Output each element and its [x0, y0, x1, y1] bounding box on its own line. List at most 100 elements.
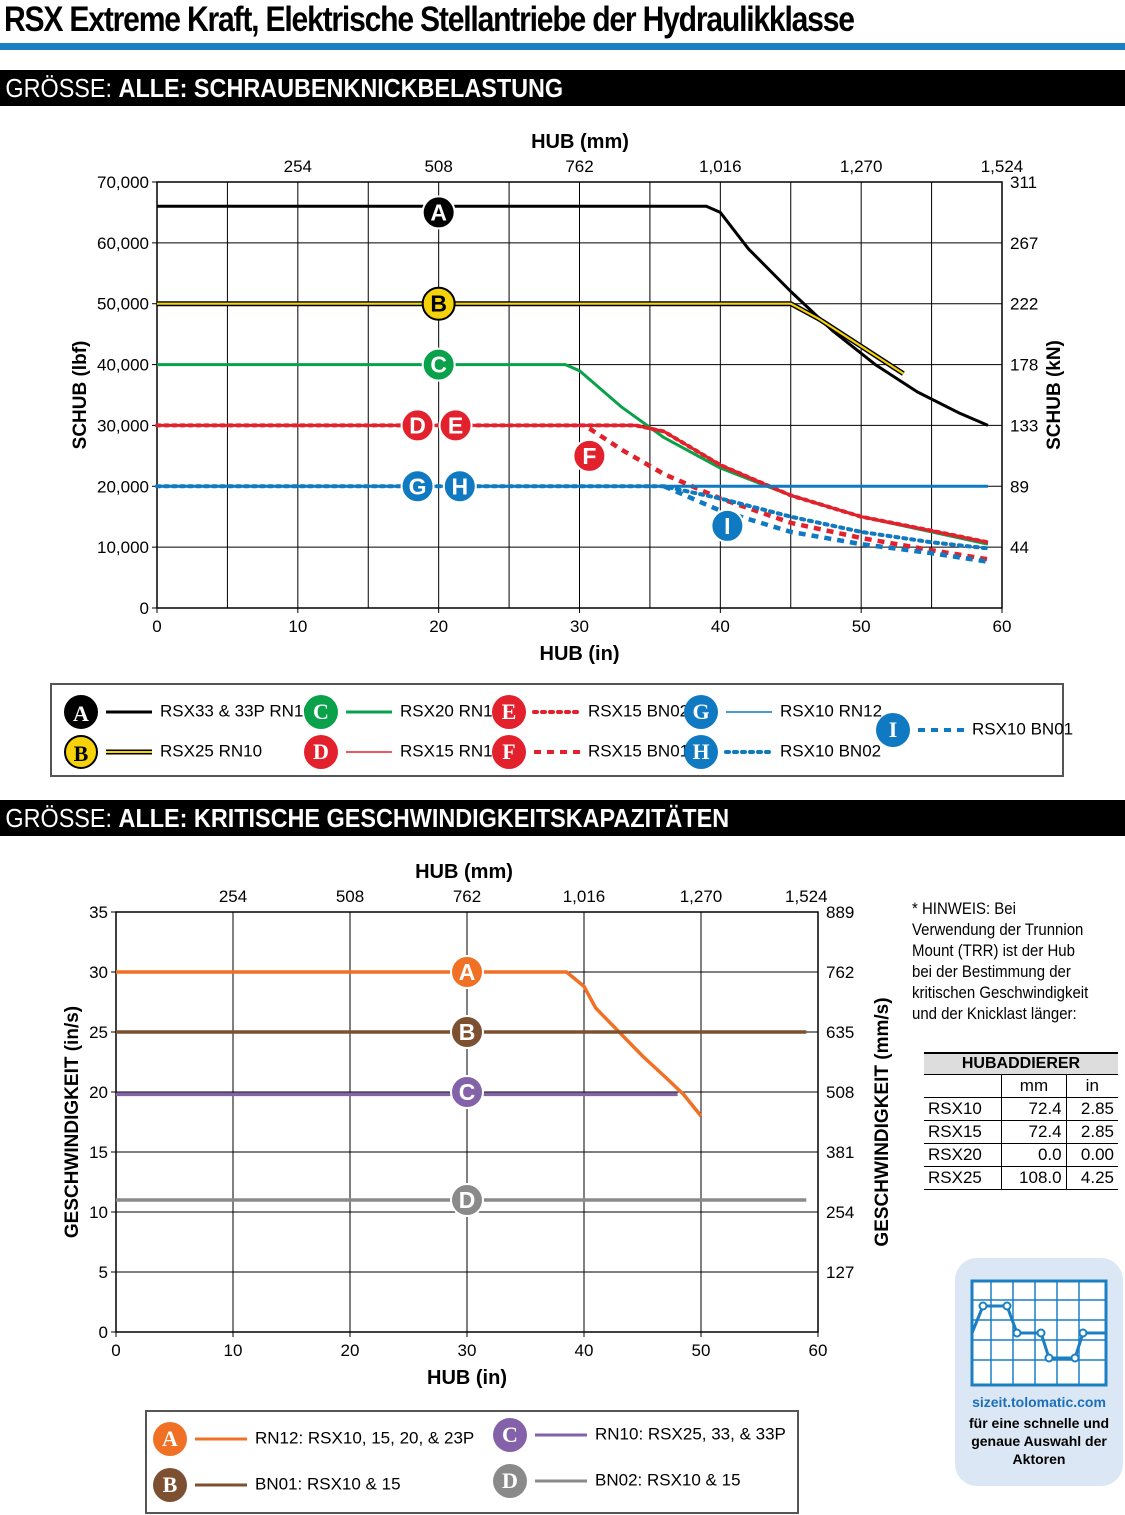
promo-link[interactable]: sizeit.tolomatic.com: [972, 1394, 1106, 1410]
adder-row: RSX25 108.0 4.25: [924, 1166, 1118, 1190]
top-tick-label: 1,524: [785, 887, 828, 906]
y-tick-label: 60,000: [97, 234, 149, 253]
series-marker-D: [450, 1183, 484, 1217]
legend-swatch-E: [532, 710, 582, 714]
series-marker-H: [442, 469, 477, 504]
series-marker-G: [400, 469, 435, 504]
y-right-axis-title: SCHUB (kN): [1044, 340, 1065, 450]
sizing-promo[interactable]: sizeit.tolomatic.com für eine schnelle u…: [955, 1258, 1123, 1486]
y-tick-label: 0: [99, 1323, 108, 1342]
adder-title: HUBADDIERER: [924, 1052, 1118, 1075]
legend-marker-D: D: [493, 1464, 527, 1498]
critical-speed-chart: 0 10 20 30 40 50 60 0 5 10 15 20 25 30 35 254 508 762 1,01…: [62, 861, 893, 1389]
legend-item-C: C RN10: RSX25, 33, & 33P: [493, 1418, 786, 1452]
series-marker-I: [710, 508, 745, 543]
right-tick-label: 508: [826, 1083, 854, 1102]
y-axis-title: SCHUB (lbf): [70, 341, 91, 450]
series-marker-label-H: H: [451, 473, 468, 499]
legend-swatch-A: [106, 710, 152, 714]
top-tick-label: 1,524: [981, 157, 1024, 176]
legend-marker-F: F: [492, 735, 526, 769]
top-tick-label: 762: [453, 887, 481, 906]
right-tick-label: 762: [826, 963, 854, 982]
legend-label-D: BN02: RSX10 & 15: [595, 1470, 741, 1490]
legend-marker-B: B: [64, 735, 98, 769]
series-marker-label-A: A: [459, 959, 476, 985]
series-marker-A: [421, 195, 456, 230]
adder-cell: 72.4: [1001, 1120, 1067, 1144]
legend-marker-G: G: [684, 695, 718, 729]
right-tick-label: 267: [1010, 234, 1038, 253]
stroke-adder-table: HUBADDIERER mm in RSX10 72.4 2.85 RSX15 …: [924, 1052, 1118, 1190]
series-marker-B: [450, 1015, 484, 1049]
x-tick-label: 40: [575, 1341, 594, 1360]
x-axis-title: HUB (in): [427, 1367, 507, 1389]
legend-swatch-G: [726, 711, 772, 713]
right-tick-label: 254: [826, 1203, 854, 1222]
legend-marker-A: A: [64, 695, 98, 729]
legend-swatch-C: [346, 710, 392, 714]
right-tick-label: 889: [826, 903, 854, 922]
adder-cell: RSX10: [924, 1097, 1002, 1121]
legend-marker-I: I: [876, 713, 910, 747]
legend-item-D: D RSX15 RN12: [304, 735, 502, 769]
x-tick-label: 60: [993, 617, 1012, 636]
legend-label-A: RSX33 & 33P RN10: [160, 701, 313, 721]
x-tick-label: 50: [852, 617, 871, 636]
promo-text: für eine schnelle und genaue Auswahl der…: [968, 1415, 1110, 1467]
legend-swatch-H: [724, 750, 774, 754]
legend-item-B: B RSX25 RN10: [64, 735, 262, 769]
top-tick-label: 762: [565, 157, 593, 176]
series-marker-label-E: E: [448, 412, 463, 438]
buckling-legend: A RSX33 & 33P RN10 B RSX25 RN10 C RSX20 RN12 D…: [50, 683, 1073, 777]
right-tick-label: 311: [1010, 173, 1037, 192]
top-tick-label: 1,270: [680, 887, 723, 906]
series-marker-label-C: C: [430, 352, 447, 378]
adder-row: RSX20 0.0 0.00: [924, 1143, 1118, 1167]
adder-col-mm: mm: [1001, 1074, 1067, 1098]
y-tick-label: 20,000: [97, 477, 149, 496]
legend-swatch-D: [346, 751, 392, 753]
legend-item-C: C RSX20 RN12: [304, 695, 502, 729]
top-tick-label: 508: [424, 157, 452, 176]
trunnion-note: * HINWEIS: Bei Verwendung der Trunnion M…: [912, 899, 1089, 1023]
legend-swatch-I: [918, 728, 964, 732]
y-tick-label: 40,000: [97, 356, 149, 375]
section1-bar: GRÖSSE: ALLE: SCHRAUBENKNICKBELASTUNG: [0, 70, 1125, 106]
y-tick-label: 70,000: [97, 173, 149, 192]
series-marker-label-B: B: [459, 1019, 476, 1045]
adder-cell: 4.25: [1065, 1166, 1118, 1190]
right-tick-label: 178: [1010, 356, 1038, 375]
adder-col-blank: [924, 1074, 1002, 1098]
adder-row: RSX15 72.4 2.85: [924, 1120, 1118, 1144]
legend-item-H: H RSX10 BN02: [684, 735, 881, 769]
legend-marker-H: H: [684, 735, 718, 769]
adder-cell: 0.0: [1001, 1143, 1067, 1167]
legend-marker-D: D: [304, 735, 338, 769]
legend-label-H: RSX10 BN02: [780, 741, 882, 761]
legend-marker-C: C: [304, 695, 338, 729]
legend-label-G: RSX10 RN12: [780, 701, 883, 721]
series-line-I: [663, 484, 989, 564]
series-line-A: [157, 204, 989, 427]
series-marker-label-C: C: [459, 1079, 476, 1105]
x-tick-label: 20: [341, 1341, 360, 1360]
x-tick-label: 0: [152, 617, 161, 636]
legend-item-G: G RSX10 RN12: [684, 695, 882, 729]
adder-cell: 2.85: [1065, 1120, 1118, 1144]
y-tick-label: 10,000: [97, 538, 149, 557]
legend-item-A: A RN12: RSX10, 15, 20, & 23P: [153, 1422, 474, 1456]
x-tick-label: 60: [809, 1341, 828, 1360]
series-marker-label-D: D: [409, 412, 426, 438]
y-tick-label: 30,000: [97, 416, 149, 435]
y-tick-label: 25: [89, 1023, 108, 1042]
x-axis-title: HUB (in): [540, 643, 620, 665]
series-marker-label-B: B: [430, 291, 447, 317]
legend-item-A: A RSX33 & 33P RN10: [64, 695, 313, 729]
right-tick-label: 381: [826, 1143, 854, 1162]
y-tick-label: 15: [89, 1143, 108, 1162]
adder-cell: RSX15: [924, 1120, 1002, 1144]
right-tick-label: 89: [1010, 477, 1029, 496]
legend-swatch-F: [534, 750, 580, 754]
series-marker-D: [400, 408, 435, 443]
